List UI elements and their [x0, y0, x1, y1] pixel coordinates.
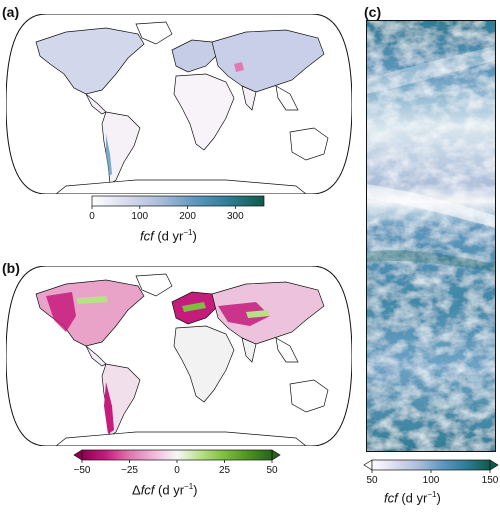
continent-greenland-b: [135, 273, 173, 297]
continent-europe: [171, 39, 219, 73]
colorbar-c-tick-label-0: 50: [366, 475, 378, 486]
relief-frame: [366, 20, 496, 452]
map-panel-b: [6, 266, 352, 446]
andes-highlight-b: [104, 382, 114, 434]
colorbar-b-arrow-right: [271, 449, 281, 461]
continent-africa: [173, 73, 235, 151]
continent-asia: [211, 29, 325, 93]
continent-africa-b: [173, 325, 235, 403]
colorbar-b-tick-label-1: −25: [121, 465, 138, 476]
colorbar-c-tick-label-2: 150: [482, 475, 499, 486]
asia-dark-b: [218, 302, 270, 326]
colorbar-a-tick-label-0: 0: [89, 211, 95, 222]
colorbar-b-tick-label-0: −50: [74, 465, 91, 476]
europe-green-b: [182, 302, 206, 312]
colorbar-a-tick-label-1: 100: [131, 211, 148, 222]
continent-australia: [289, 127, 329, 161]
colorbar-a-title: fcf (d yr−1): [140, 228, 197, 244]
colorbar-a-tick-label-2: 200: [179, 211, 196, 222]
southeast-asia-a: [275, 85, 299, 111]
colorbar-c: 50 100 150: [363, 459, 499, 486]
colorbar-b-gradient-bar: [81, 449, 273, 461]
continent-australia-b: [289, 379, 329, 413]
andes-highlight-a: [106, 134, 112, 176]
colorbar-a: 0 100 200 300: [89, 195, 265, 222]
colorbar-a-gradient-bar: [91, 195, 265, 207]
southeast-asia-b: [275, 337, 299, 363]
map-outline-a: [6, 14, 352, 194]
map-outline-b: [6, 266, 352, 446]
colorbar-a-tick-label-3: 300: [227, 211, 244, 222]
continent-antarctica: [55, 179, 307, 194]
valley-band-2: [366, 184, 496, 228]
india-b: [241, 337, 257, 363]
na-west-dark-b: [46, 292, 76, 332]
colorbar-c-arrow-right: [489, 459, 499, 471]
continent-greenland: [135, 21, 173, 45]
panel-b-label: (b): [2, 260, 20, 276]
continent-north-america: [35, 27, 145, 95]
valley-band-3: [366, 250, 496, 272]
colorbar-b: −50 −25 0 25 50: [73, 449, 281, 476]
colorbar-b-tick-label-3: 25: [219, 465, 231, 476]
relief-texture: [366, 20, 496, 452]
continent-south-america: [101, 111, 141, 185]
continent-antarctica-b: [55, 431, 307, 446]
colorbar-b-title: Δfcf (d yr−1): [132, 482, 198, 498]
asia-green-b: [246, 310, 270, 318]
colorbar-b-tick-label-2: 0: [174, 465, 180, 476]
india-a: [241, 85, 257, 111]
relief-panel-c: [366, 20, 496, 452]
continent-central-america-b: [85, 345, 107, 367]
na-green-strip-b: [76, 296, 108, 304]
colorbar-c-tick-label-1: 100: [423, 475, 440, 486]
map-panel-a: [6, 14, 352, 194]
valley-band-1: [366, 46, 496, 94]
tibet-highlight-a: [234, 62, 244, 72]
colorbar-c-gradient-bar: [371, 459, 491, 471]
colorbar-b-tick-label-4: 50: [266, 465, 278, 476]
colorbar-c-arrow-left: [363, 459, 373, 471]
continent-central-america: [85, 93, 107, 115]
panel-c-label: (c): [364, 4, 382, 20]
colorbar-b-arrow-left: [73, 449, 83, 461]
panel-a-label: (a): [2, 4, 20, 20]
colorbar-c-title: fcf (d yr−1): [384, 490, 441, 506]
